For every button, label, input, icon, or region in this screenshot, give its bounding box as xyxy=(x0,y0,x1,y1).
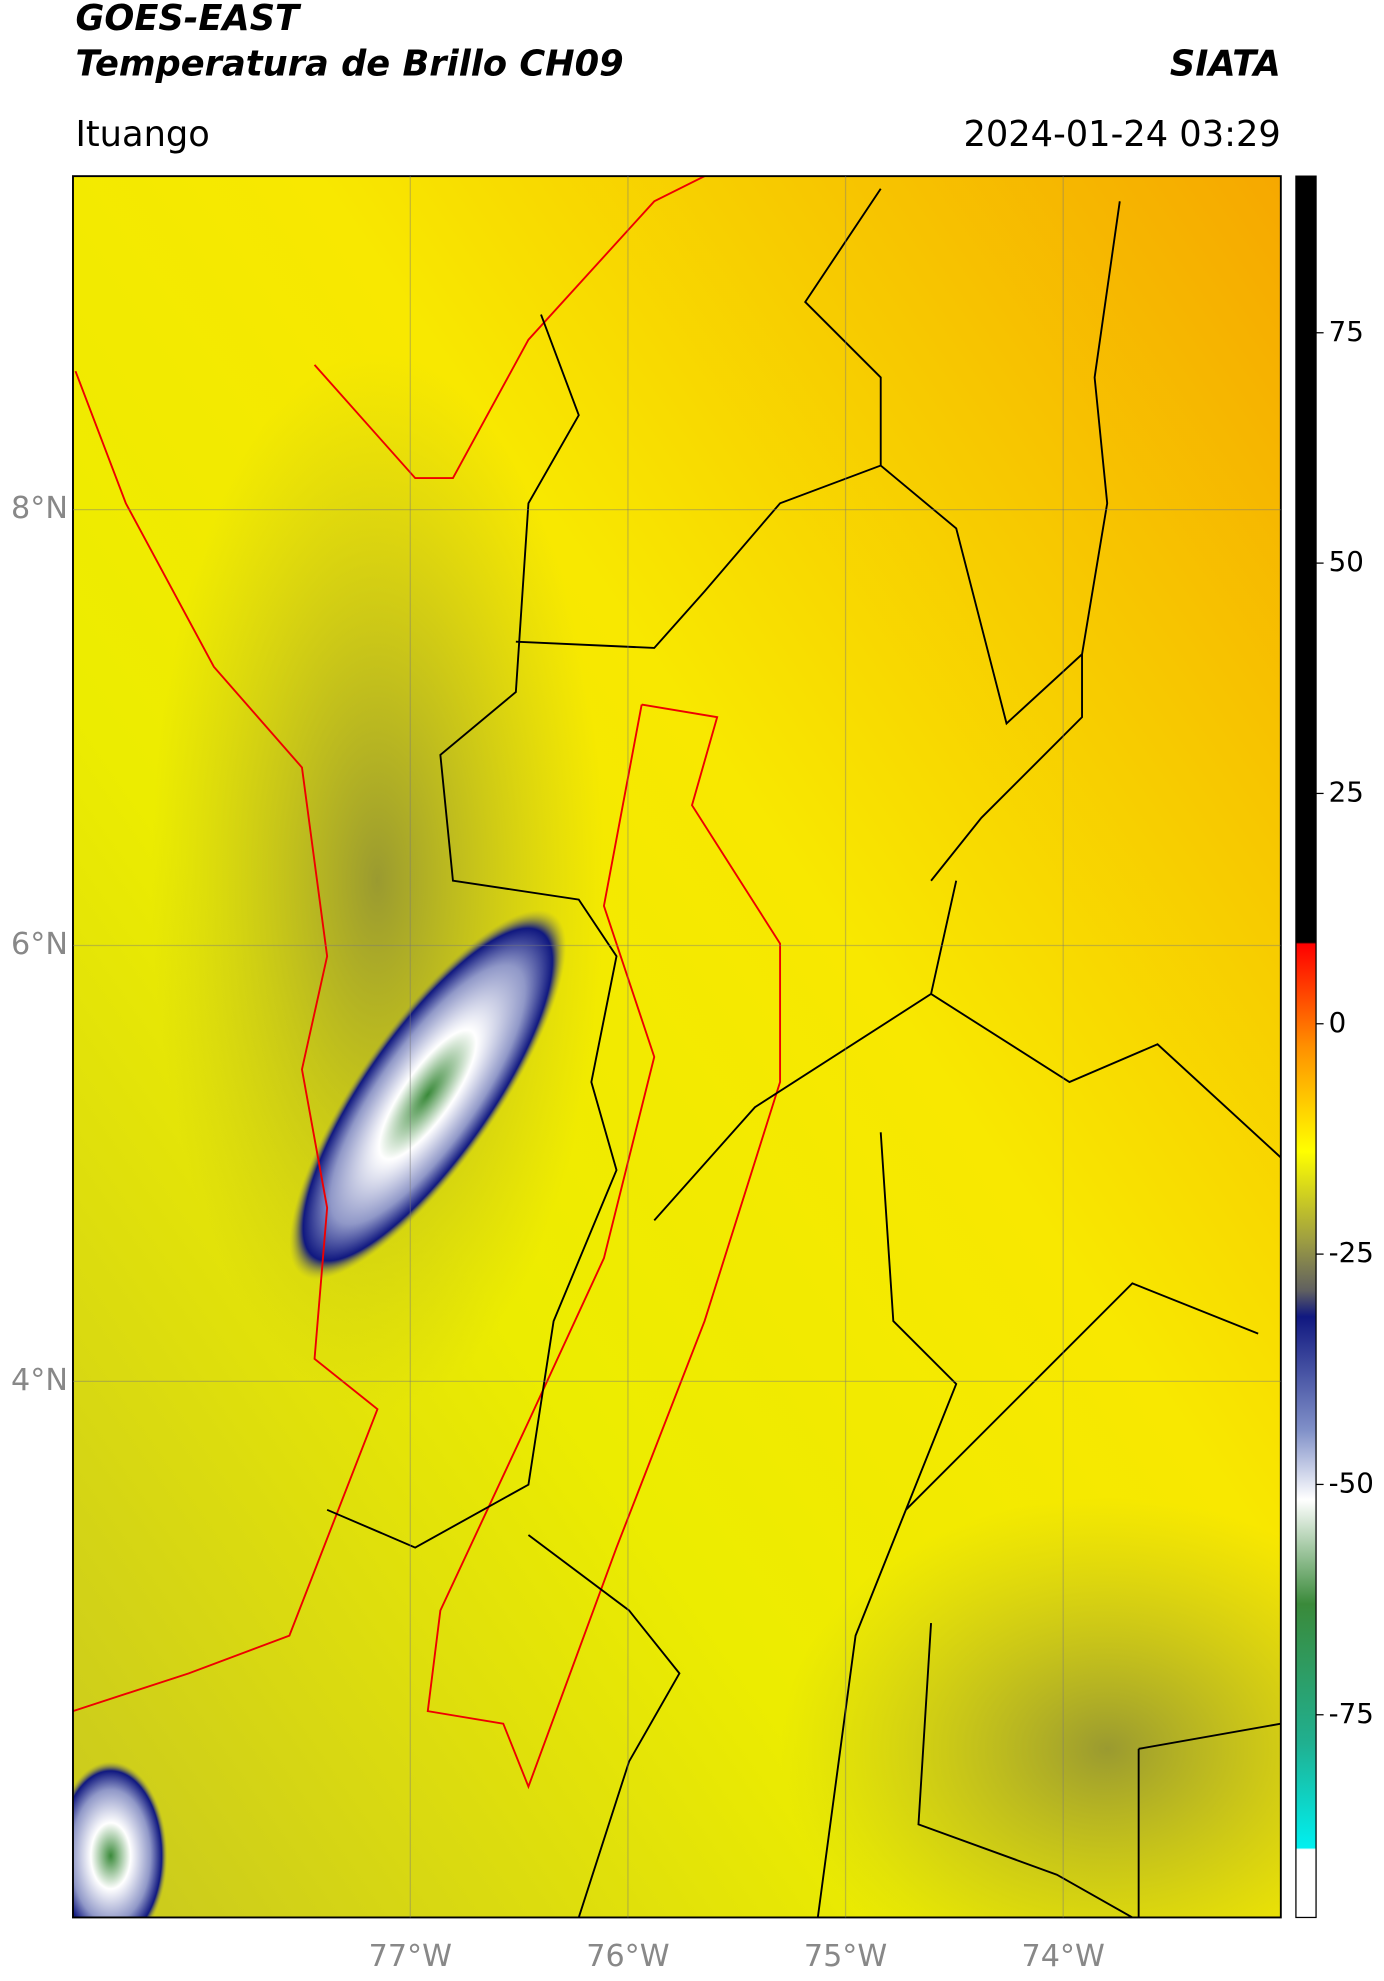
colorbar-label: -25 xyxy=(1329,1236,1374,1269)
colorbar-label: 75 xyxy=(1329,315,1364,348)
lon-label: 77°W xyxy=(369,1939,452,1974)
colorbar-label: -75 xyxy=(1329,1697,1374,1730)
location: Ituango xyxy=(75,114,209,155)
colorbar-label: 0 xyxy=(1329,1006,1347,1039)
storm-core xyxy=(72,1761,168,1918)
colorbar xyxy=(1295,175,1317,1919)
colorbar-label: -50 xyxy=(1329,1466,1374,1499)
admin-border xyxy=(326,188,1281,1918)
datetime: 2024-01-24 03:29 xyxy=(963,114,1280,155)
lon-label: 76°W xyxy=(586,1939,669,1974)
storm-core xyxy=(289,909,567,1280)
map xyxy=(72,176,1281,1918)
lat-label: 6°N xyxy=(11,927,68,962)
lon-label: 75°W xyxy=(804,1939,887,1974)
colorbar-label: 50 xyxy=(1329,545,1364,578)
coastline xyxy=(72,370,379,1713)
lat-label: 8°N xyxy=(11,491,68,526)
map-frame xyxy=(72,175,1282,1919)
cloud-shade xyxy=(780,1497,1281,1918)
region-border xyxy=(426,703,782,1790)
cloud-shade xyxy=(150,352,604,1410)
subtitle: Temperatura de Brillo CH09 xyxy=(75,43,623,84)
title: GOES-EAST xyxy=(75,0,302,39)
colorbar-label: 25 xyxy=(1329,775,1364,808)
coastline xyxy=(313,176,706,480)
brand: SIATA xyxy=(1170,43,1281,84)
lat-label: 4°N xyxy=(11,1363,68,1398)
lon-label: 74°W xyxy=(1022,1939,1105,1974)
